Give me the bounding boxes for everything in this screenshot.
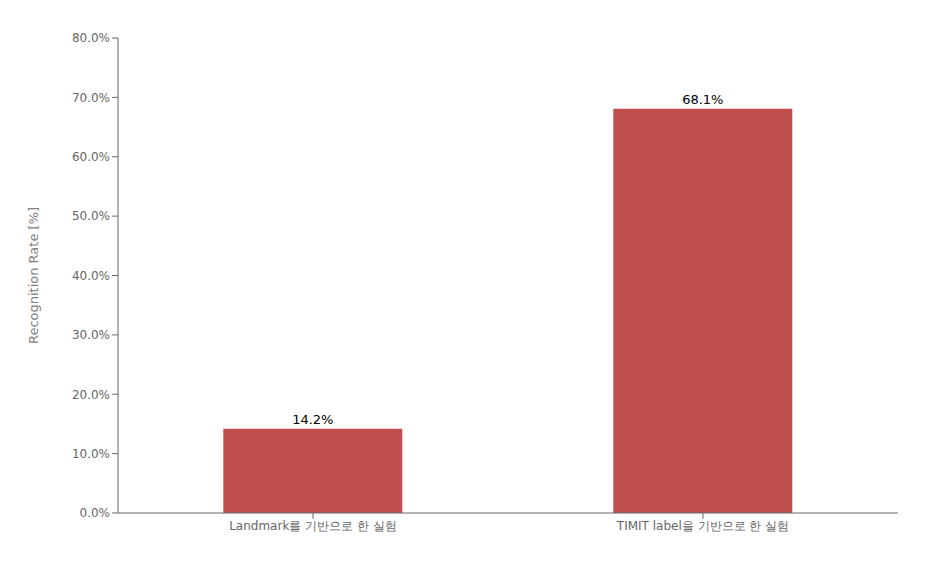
svg-text:30.0%: 30.0%	[72, 328, 110, 342]
svg-text:TIMIT label을 기반으로 한 실험: TIMIT label을 기반으로 한 실험	[616, 519, 789, 533]
svg-text:50.0%: 50.0%	[72, 209, 110, 223]
svg-text:20.0%: 20.0%	[72, 388, 110, 402]
svg-text:Landmark를 기반으로 한 실험: Landmark를 기반으로 한 실험	[229, 519, 397, 533]
svg-text:40.0%: 40.0%	[72, 269, 110, 283]
svg-text:14.2%: 14.2%	[292, 412, 333, 427]
svg-text:60.0%: 60.0%	[72, 150, 110, 164]
svg-text:0.0%: 0.0%	[80, 506, 111, 520]
svg-text:70.0%: 70.0%	[72, 91, 110, 105]
svg-text:10.0%: 10.0%	[72, 447, 110, 461]
svg-text:Recognition Rate [%]: Recognition Rate [%]	[26, 207, 41, 344]
svg-text:80.0%: 80.0%	[72, 31, 110, 45]
svg-text:68.1%: 68.1%	[682, 92, 723, 107]
